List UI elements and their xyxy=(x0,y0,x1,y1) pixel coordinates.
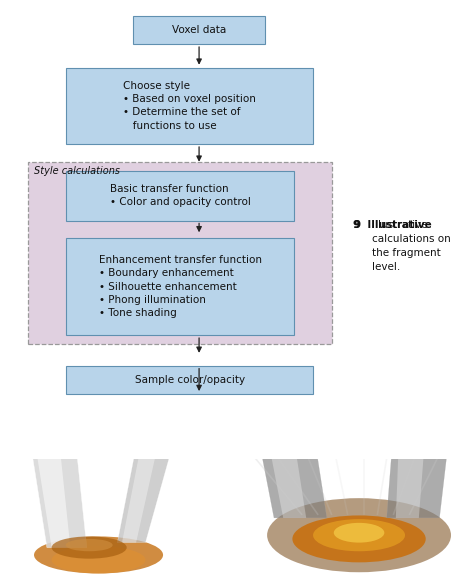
Polygon shape xyxy=(117,459,169,543)
FancyBboxPatch shape xyxy=(66,171,294,220)
Ellipse shape xyxy=(334,523,384,543)
Text: 9  Illustrative: 9 Illustrative xyxy=(353,220,432,230)
Text: Voxel data: Voxel data xyxy=(172,25,226,35)
FancyBboxPatch shape xyxy=(28,162,332,344)
Text: Style calculations: Style calculations xyxy=(34,166,120,176)
Polygon shape xyxy=(122,459,155,543)
Text: Sample color/opacity: Sample color/opacity xyxy=(135,375,245,385)
Ellipse shape xyxy=(52,546,146,573)
FancyBboxPatch shape xyxy=(66,68,313,144)
Ellipse shape xyxy=(292,516,426,562)
Polygon shape xyxy=(37,459,70,547)
Ellipse shape xyxy=(66,539,113,552)
Ellipse shape xyxy=(267,498,451,572)
Text: 9: 9 xyxy=(353,220,360,230)
Polygon shape xyxy=(396,459,423,518)
Ellipse shape xyxy=(313,519,405,552)
FancyBboxPatch shape xyxy=(66,366,313,394)
FancyBboxPatch shape xyxy=(66,238,294,335)
Ellipse shape xyxy=(52,536,127,559)
FancyBboxPatch shape xyxy=(133,16,265,44)
Text: Choose style
• Based on voxel position
• Determine the set of
   functions to us: Choose style • Based on voxel position •… xyxy=(123,81,256,131)
Polygon shape xyxy=(272,459,306,518)
Polygon shape xyxy=(263,459,327,518)
Polygon shape xyxy=(33,459,87,547)
Text: Illustrative
calculations on
the fragment
level.: Illustrative calculations on the fragmen… xyxy=(372,220,451,272)
Text: Enhancement transfer function
• Boundary enhancement
• Silhouette enhancement
• : Enhancement transfer function • Boundary… xyxy=(99,255,262,318)
Polygon shape xyxy=(387,459,447,518)
Text: Basic transfer function
• Color and opacity control: Basic transfer function • Color and opac… xyxy=(109,184,251,207)
Ellipse shape xyxy=(34,536,163,573)
